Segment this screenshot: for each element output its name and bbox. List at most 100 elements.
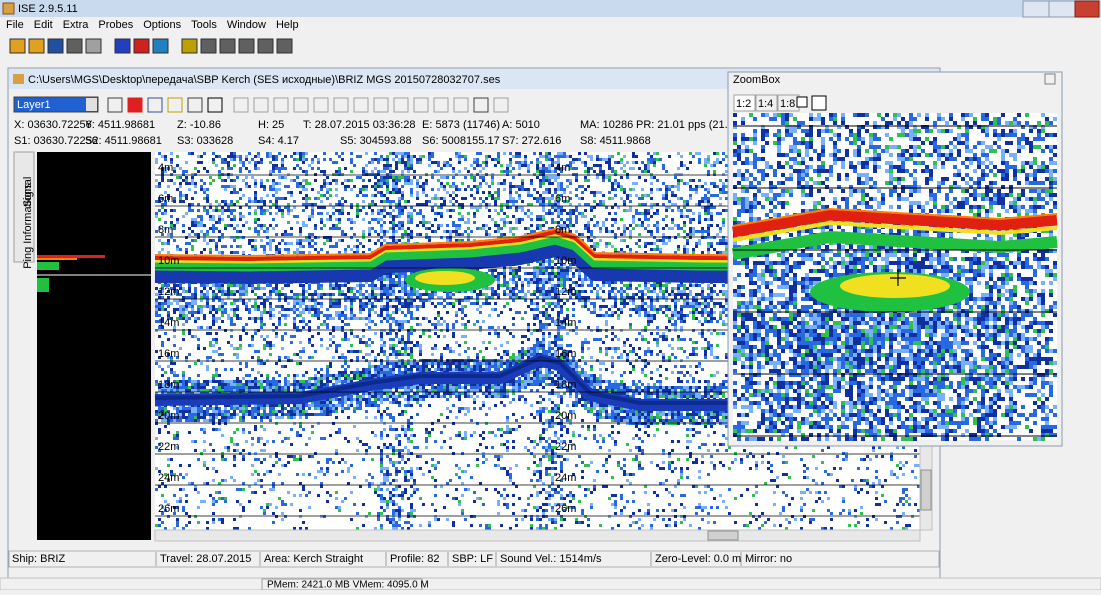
info-value: S2: 4511.98681 [85,135,162,147]
zoom-button-label: 1:2 [736,98,751,110]
cursor-large-button[interactable] [812,96,826,110]
v-scroll-thumb[interactable] [921,470,931,510]
application-window: ISE 2.9.5.11 File Edit Extra Probes Options To… [0,0,1101,590]
toolbar-button[interactable] [153,39,168,53]
toolbar-button[interactable] [67,39,82,53]
depth-label: 20m [158,410,179,422]
info-value: S4: 4.17 [258,135,299,147]
depth-label: 26m [555,503,576,515]
document-title: C:\Users\MGS\Desktop\передача\SBP Kerch … [28,74,501,86]
signal-return [37,262,59,270]
h-scroll-thumb[interactable] [708,531,738,540]
memory-status: PMem: 2421.0 MB VMem: 4095.0 M [267,580,429,590]
menu-item[interactable]: Extra [63,19,90,31]
status-field: Zero-Level: 0.0 m [655,553,741,565]
cursor-small-button[interactable] [797,97,807,107]
depth-label: 22m [158,441,179,453]
menu-item[interactable]: Help [276,19,299,31]
status-field: Area: Kerch Straight [264,553,363,565]
minimize-button[interactable] [1023,1,1049,17]
info-value: T: 28.07.2015 03:36:28 [303,119,416,131]
status-field: Sound Vel.: 1514m/s [500,553,602,565]
depth-label: 10m [158,255,179,267]
zoom-button-label: 1:4 [758,98,773,110]
depth-label: 20m [555,410,576,422]
zoombox-title: ZoomBox [733,74,781,86]
depth-label: 16m [555,348,576,360]
depth-label: 18m [158,379,179,391]
depth-label: 22m [555,441,576,453]
info-value: X: 03630.72256 [14,119,92,131]
menu-item[interactable]: Window [227,19,266,31]
depth-label: 14m [555,317,576,329]
toolbar-button[interactable] [277,39,292,53]
close-button[interactable] [1075,1,1099,17]
info-value: E: 5873 (11746) [422,119,500,131]
depth-label: 12m [555,286,576,298]
vertical-tab[interactable]: Ping Informations [22,183,34,269]
maximize-button[interactable] [1049,1,1075,17]
status-field: Ship: BRIZ [12,553,65,565]
depth-label: 12m [158,286,179,298]
toolbar-button[interactable] [29,39,44,53]
status-field: Mirror: no [745,553,792,565]
app-icon [3,3,14,14]
signal-panel [37,152,151,540]
dropdown-arrow [86,98,97,111]
info-value: S7: 272.616 [502,135,561,147]
zoombox-close[interactable] [1045,74,1055,84]
document-icon [13,74,24,84]
toolbar-button[interactable] [239,39,254,53]
info-value: S3: 033628 [177,135,233,147]
depth-label: 4m [555,162,570,174]
gas-echo-core [415,271,475,285]
status-field: Travel: 28.07.2015 [160,553,251,565]
depth-label: 16m [158,348,179,360]
menu-item[interactable]: Options [143,19,181,31]
toolbar-button[interactable] [115,39,130,53]
toolbar-button[interactable] [10,39,25,53]
depth-label: 8m [158,224,173,236]
menu-item[interactable]: File [6,19,24,31]
layer-tool-button[interactable] [128,98,142,112]
title-bar [0,0,1101,17]
menu-item[interactable]: Tools [191,19,217,31]
info-value: Z: -10.86 [177,119,221,131]
info-value: S5: 304593.88 [340,135,412,147]
toolbar-button[interactable] [258,39,273,53]
info-value: Y: 4511.98681 [85,119,155,131]
menu-item[interactable]: Edit [34,19,53,31]
depth-label: 4m [158,162,173,174]
menu-item[interactable]: Probes [98,19,133,31]
signal-peak [37,258,77,260]
depth-label: 26m [158,503,179,515]
info-value: A: 5010 [502,119,540,131]
signal-return [37,278,49,292]
depth-label: 24m [555,472,576,484]
signal-peak [37,255,105,258]
info-value: H: 25 [258,119,284,131]
toolbar-button[interactable] [86,39,101,53]
depth-label: 24m [158,472,179,484]
toolbar-button[interactable] [134,39,149,53]
depth-label: 18m [555,379,576,391]
window-title: ISE 2.9.5.11 [18,3,78,15]
toolbar-button[interactable] [48,39,63,53]
depth-label: 8m [555,224,570,236]
depth-label: 6m [555,193,570,205]
layer-name: Layer1 [17,99,51,111]
info-value: MA: 10286 [580,119,633,131]
depth-label: 6m [158,193,173,205]
status-field: Profile: 82 [390,553,440,565]
zoom-button-label: 1:8 [780,98,795,110]
info-value: S6: 5008155.17 [422,135,500,147]
h-scrollbar [155,530,920,541]
depth-label: 10m [555,255,576,267]
app-status-bar [0,578,1101,590]
depth-label: 14m [158,317,179,329]
toolbar-button[interactable] [220,39,235,53]
info-value: S8: 4511.9868 [580,135,651,147]
toolbar-button[interactable] [182,39,197,53]
toolbar-button[interactable] [201,39,216,53]
status-field: SBP: LF [452,553,493,565]
